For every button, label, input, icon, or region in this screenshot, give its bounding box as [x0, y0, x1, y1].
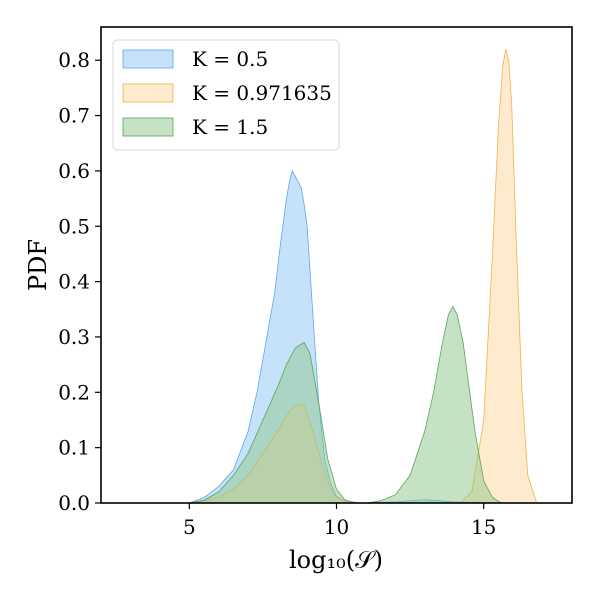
y-tick-label: 0.6: [58, 159, 90, 183]
legend-swatch-1: [122, 49, 174, 69]
y-tick-label: 0.5: [58, 214, 90, 238]
series-area-3: [189, 305, 503, 504]
y-axis-label: PDF: [24, 239, 52, 291]
x-axis: 5 10 15: [183, 503, 496, 539]
y-tick-label: 0.8: [58, 48, 90, 72]
legend: K = 0.5 K = 0.971635 K = 1.5: [112, 39, 340, 151]
y-tick-label: 0.1: [58, 436, 90, 460]
y-tick-label: 0.0: [58, 491, 90, 515]
y-axis: 0.0 0.1 0.2 0.3 0.4 0.5 0.6 0.7 0.8: [58, 48, 101, 515]
y-tick-label: 0.2: [58, 380, 90, 404]
x-tick-label: 15: [471, 515, 496, 539]
legend-label-3: K = 1.5: [192, 115, 268, 139]
legend-swatch-2: [122, 83, 174, 103]
y-tick-label: 0.3: [58, 325, 90, 349]
x-axis-label: log₁₀(𝒮): [289, 546, 383, 574]
y-tick-label: 0.4: [58, 270, 90, 294]
legend-swatch-3: [122, 117, 174, 137]
x-tick-label: 5: [183, 515, 196, 539]
legend-label-1: K = 0.5: [192, 47, 268, 71]
y-tick-label: 0.7: [58, 104, 90, 128]
legend-label-2: K = 0.971635: [192, 81, 332, 105]
x-tick-label: 10: [324, 515, 349, 539]
